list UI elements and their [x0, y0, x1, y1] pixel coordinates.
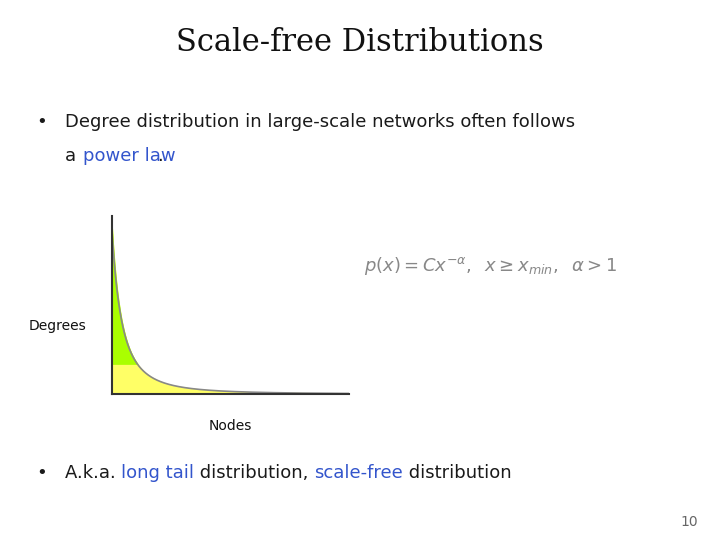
Text: .: . [157, 147, 163, 165]
Text: distribution: distribution [403, 464, 512, 482]
Text: Degree distribution in large-scale networks often follows: Degree distribution in large-scale netwo… [65, 113, 575, 131]
Text: Scale-free Distributions: Scale-free Distributions [176, 27, 544, 58]
Text: •: • [36, 464, 47, 482]
Text: long tail: long tail [121, 464, 194, 482]
Text: power law: power law [83, 147, 176, 165]
Text: Degrees: Degrees [29, 320, 86, 334]
Text: a: a [65, 147, 81, 165]
Text: $p(x) = Cx^{-\alpha},\;\; x \geq x_{min},\;\; \alpha > 1$: $p(x) = Cx^{-\alpha},\;\; x \geq x_{min}… [364, 255, 616, 277]
Text: scale-free: scale-free [315, 464, 403, 482]
Text: 10: 10 [681, 515, 698, 529]
Text: •: • [36, 113, 47, 131]
Text: distribution,: distribution, [194, 464, 315, 482]
Text: A.k.a.: A.k.a. [65, 464, 121, 482]
Text: Nodes: Nodes [209, 418, 252, 433]
